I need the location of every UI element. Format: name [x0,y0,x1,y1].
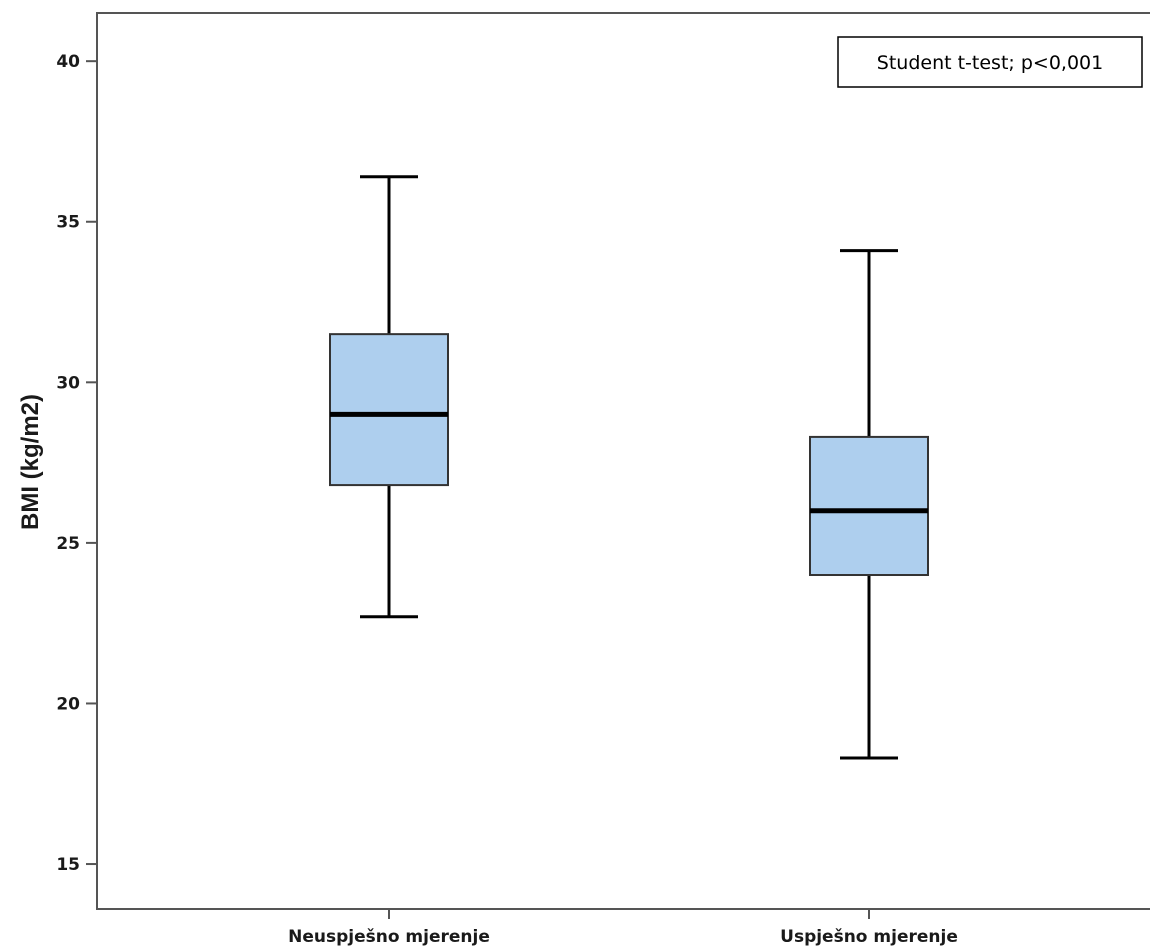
x-axis-ticks: Neuspješno mjerenje Uspješno mjerenje [288,909,958,947]
iqr-box [809,435,929,577]
y-tick-label: 20 [56,694,80,714]
y-axis-ticks: 15 20 25 30 35 40 [56,52,97,875]
annotation-box [837,36,1143,88]
iqr-box [329,333,449,487]
y-axis-title: BMI (kg/m2) [17,394,44,530]
y-tick-label: 35 [56,213,80,233]
x-category-label: Uspješno mjerenje [780,927,958,947]
box-1 [329,175,449,619]
box-series [329,175,929,760]
annotation-text: Student t-test; p<0,001 [877,52,1103,74]
y-tick-label: 30 [56,373,80,393]
y-tick-label: 15 [56,855,80,875]
y-tick-label: 25 [56,534,80,554]
box-2 [809,249,929,760]
x-category-label: Neuspješno mjerenje [288,927,490,947]
y-tick-label: 40 [56,52,80,72]
